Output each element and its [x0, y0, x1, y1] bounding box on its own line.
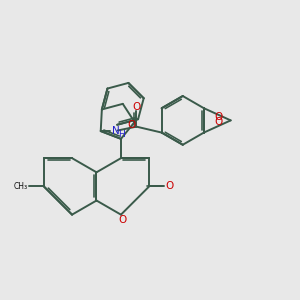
- Text: O: O: [132, 102, 140, 112]
- Text: O: O: [127, 120, 135, 130]
- Text: N: N: [112, 126, 120, 136]
- Text: CH₃: CH₃: [14, 182, 28, 191]
- Text: O: O: [214, 117, 223, 127]
- Text: H: H: [118, 130, 125, 140]
- Text: O: O: [165, 182, 173, 191]
- Text: O: O: [118, 215, 127, 225]
- Text: O: O: [214, 112, 223, 122]
